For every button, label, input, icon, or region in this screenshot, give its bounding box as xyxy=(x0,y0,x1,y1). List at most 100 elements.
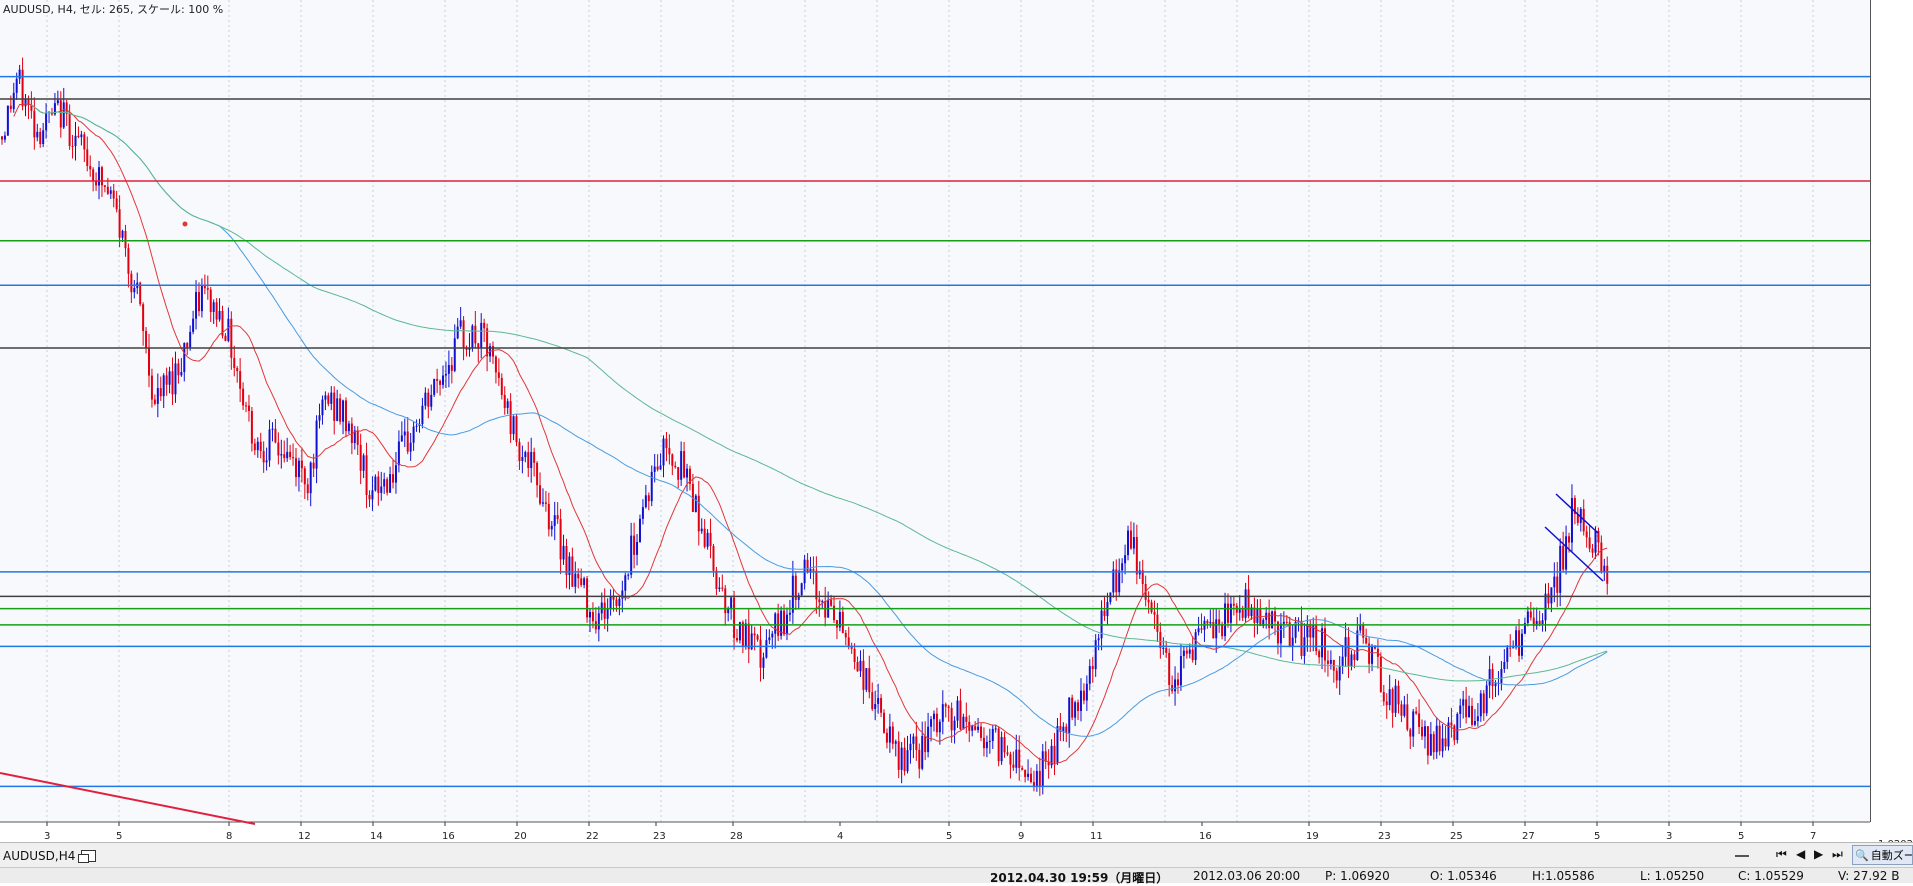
candle-body xyxy=(303,468,306,485)
candle-body xyxy=(885,732,888,743)
candle-body xyxy=(1077,702,1080,711)
last-page-icon[interactable]: ⏭ xyxy=(1832,847,1843,861)
candle-body xyxy=(930,719,933,727)
candle-body xyxy=(938,721,941,733)
candle-body xyxy=(148,347,150,376)
chart-canvas[interactable]: 1.083851.081201.078551.075901.073251.070… xyxy=(0,0,1913,842)
candle-body xyxy=(1368,643,1371,664)
candle-body xyxy=(471,325,474,348)
candle-body xyxy=(527,452,530,469)
candle-body xyxy=(1009,754,1012,765)
candle-body xyxy=(215,302,218,320)
date-tick-label: 19 xyxy=(1306,831,1319,842)
candle-body xyxy=(62,102,65,128)
candle-body xyxy=(1156,614,1159,632)
candle-body xyxy=(394,465,397,483)
candle-body xyxy=(1056,726,1059,763)
candle-body xyxy=(1030,773,1032,783)
candle-body xyxy=(77,135,80,138)
candle-body xyxy=(853,648,856,663)
candle-body xyxy=(750,633,753,650)
auto-zoom-button[interactable]: 🔍 自動ズーム xyxy=(1852,845,1913,865)
candle-body xyxy=(932,713,935,720)
candle-body xyxy=(53,103,56,115)
candle-body xyxy=(771,633,774,638)
prev-icon[interactable]: ◀ xyxy=(1796,847,1806,861)
candle-body xyxy=(86,149,89,167)
chart-tab[interactable]: AUDUSD,H4 xyxy=(0,846,97,866)
candle-body xyxy=(359,444,362,471)
candle-body xyxy=(289,451,292,458)
candle-body xyxy=(156,388,159,404)
candle-body xyxy=(1053,745,1056,763)
candle-body xyxy=(1129,530,1132,549)
candle-body xyxy=(1523,623,1526,634)
candle-body xyxy=(1294,621,1297,638)
candle-body xyxy=(1606,565,1609,584)
candle-body xyxy=(180,372,183,376)
candle-body xyxy=(815,570,818,600)
scroll-minus-icon[interactable] xyxy=(1735,855,1749,857)
candle-body xyxy=(59,100,62,128)
candle-body xyxy=(615,599,618,606)
next-icon[interactable]: ▶ xyxy=(1814,847,1824,861)
trend-line-descending xyxy=(0,772,256,825)
candle-body xyxy=(956,700,959,721)
chart-area[interactable] xyxy=(0,0,1870,822)
candle-body xyxy=(383,479,386,487)
candle-body xyxy=(1562,545,1565,570)
candle-body xyxy=(1418,713,1421,727)
candle-body xyxy=(1000,737,1003,762)
candle-body xyxy=(609,595,612,610)
candle-body xyxy=(139,282,142,305)
candle-body xyxy=(1515,630,1518,648)
zoom-icon: 🔍 xyxy=(1855,848,1869,862)
candle-body xyxy=(736,638,738,641)
candle-body xyxy=(944,704,947,707)
candle-body xyxy=(1565,536,1568,570)
candle-body xyxy=(342,400,345,422)
candle-body xyxy=(1182,650,1185,657)
candle-body xyxy=(1271,611,1274,629)
candle-body xyxy=(295,458,297,478)
candle-body xyxy=(1232,603,1235,606)
candle-body xyxy=(1200,628,1203,630)
candle-body xyxy=(753,633,756,636)
candle-body xyxy=(1,136,3,140)
candle-body xyxy=(330,392,333,404)
candle-body xyxy=(1459,705,1462,714)
candle-body xyxy=(935,713,938,733)
candle-body xyxy=(230,318,233,358)
candle-body xyxy=(203,285,206,289)
candle-body xyxy=(133,287,136,293)
date-tick-label: 9 xyxy=(1018,831,1024,842)
date-tick-label: 16 xyxy=(1199,831,1212,842)
candle-body xyxy=(159,388,162,397)
candle-body xyxy=(92,169,95,181)
candle-body xyxy=(962,716,965,730)
window-icon[interactable] xyxy=(78,850,97,863)
first-page-icon[interactable]: ⏮ xyxy=(1776,847,1787,861)
candle-body xyxy=(262,450,265,463)
candle-body xyxy=(888,726,891,743)
candle-body xyxy=(1256,609,1259,623)
candle-body xyxy=(1382,692,1385,702)
candle-body xyxy=(427,392,430,407)
candle-body xyxy=(321,399,324,416)
candle-body xyxy=(1109,592,1112,603)
candle-body xyxy=(503,394,506,408)
candle-body xyxy=(1403,704,1406,716)
candle-body xyxy=(189,331,192,348)
candle-body xyxy=(547,503,550,530)
price-axis[interactable] xyxy=(1870,0,1913,822)
candle-body xyxy=(1035,770,1038,787)
candle-body xyxy=(533,451,536,463)
candle-body xyxy=(1279,623,1282,644)
candle-body xyxy=(1276,621,1279,644)
candle-body xyxy=(821,601,824,603)
candle-body xyxy=(1473,721,1476,725)
candle-body xyxy=(494,356,497,373)
moving-average-slow xyxy=(31,104,1608,682)
candle-body xyxy=(1238,609,1241,613)
candle-body xyxy=(636,541,639,555)
